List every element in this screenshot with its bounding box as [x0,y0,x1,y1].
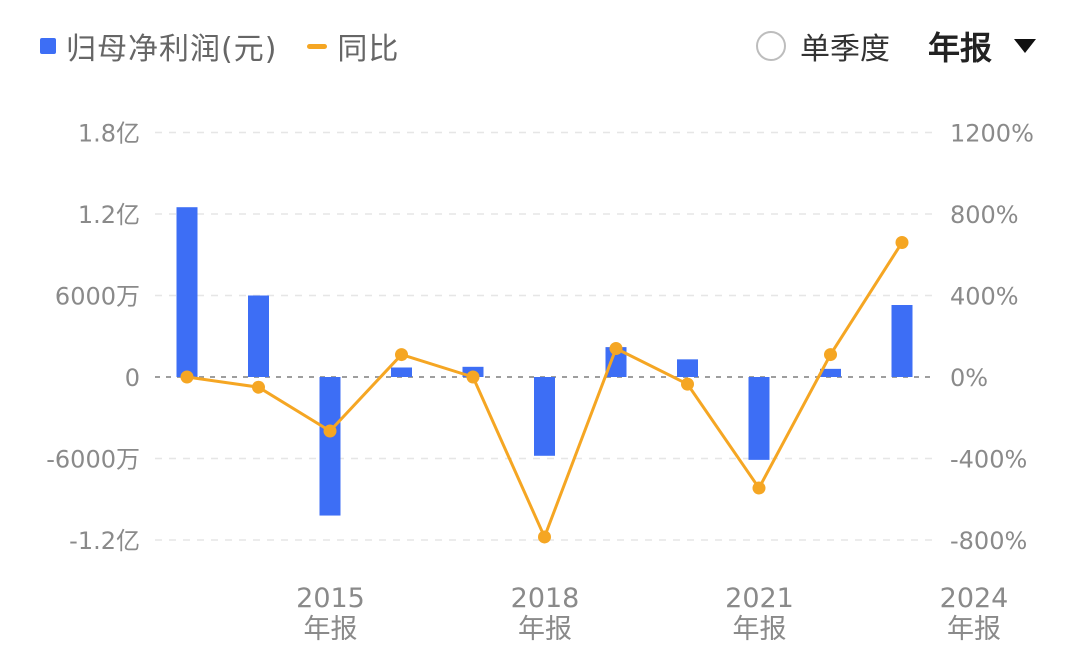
yoy-point-2021[interactable] [681,377,694,391]
y-left-tick-label: -1.2亿 [69,527,140,555]
period-dropdown-value[interactable]: 年报 [927,29,992,67]
bar-2017[interactable] [391,367,412,377]
bar-2016[interactable] [319,377,341,516]
x-tick-period: 年报 [733,614,787,645]
legend-bar-swatch [40,38,56,54]
y-right-tick-label: -400% [950,446,1027,474]
legend-label-net-profit: 归母净利润(元) [66,32,278,67]
y-left-tick-label: 0 [125,364,140,392]
y-right-tick-label: 400% [950,283,1019,311]
bar-2020[interactable] [605,347,627,377]
yoy-point-2020[interactable] [609,341,623,355]
chart-controls: 单季度 年报 [755,23,1036,69]
yoy-point-2016[interactable] [323,424,337,438]
yoy-point-2017[interactable] [395,348,408,362]
y-right-tick-label: -800% [950,527,1027,555]
bar-2022[interactable] [748,377,770,460]
single-quarter-radio[interactable] [755,31,786,61]
yoy-point-2019[interactable] [538,530,551,544]
legend-item-yoy[interactable]: 同比 [307,24,399,68]
y-right-tick-label: 800% [950,201,1019,229]
bar-2014[interactable] [176,207,198,377]
bar-2024[interactable] [891,305,913,377]
point-layer [180,236,909,544]
x-tick-year: 2015 [296,583,365,614]
x-tick-period: 年报 [304,614,358,645]
yoy-point-2018[interactable] [466,370,480,384]
bar-layer [176,207,913,516]
axis-layer: 1.8亿 1.2亿 6000万 0 -6000万 -1.2亿 1200% 800% 400% 0%… [46,120,1034,646]
y-left-tick-label: -6000万 [46,446,140,474]
x-tick-period: 年报 [518,614,572,645]
y-left-tick-label: 1.2亿 [78,201,140,229]
period-dropdown[interactable]: 年报 [928,23,1036,69]
grid-layer [155,131,935,541]
legend-label-yoy: 同比 [337,32,400,67]
x-tick-year: 2018 [511,583,580,614]
yoy-point-2024[interactable] [895,236,909,250]
chart-legend: 归母净利润(元) 同比 [40,24,429,68]
yoy-point-2014[interactable] [180,370,194,384]
y-left-tick-label: 6000万 [55,283,140,311]
bar-2015[interactable] [248,295,269,378]
bar-2021[interactable] [677,359,698,377]
x-tick-period: 年报 [947,614,1001,645]
y-left-tick-label: 1.8亿 [78,120,140,148]
legend-item-net-profit[interactable]: 归母净利润(元) [40,24,277,68]
single-quarter-label[interactable]: 单季度 [799,32,890,67]
x-tick-year: 2021 [725,583,794,614]
bar-2023[interactable] [820,368,841,377]
x-tick-year: 2024 [940,583,1009,614]
legend-line-swatch [307,43,328,49]
y-right-tick-label: 1200% [950,120,1034,148]
caret-down-icon[interactable] [1014,39,1036,53]
yoy-point-2022[interactable] [752,481,766,495]
y-right-tick-label: 0% [950,364,988,392]
bar-2019[interactable] [534,377,555,456]
yoy-point-2015[interactable] [252,380,265,394]
yoy-point-2023[interactable] [824,348,837,362]
